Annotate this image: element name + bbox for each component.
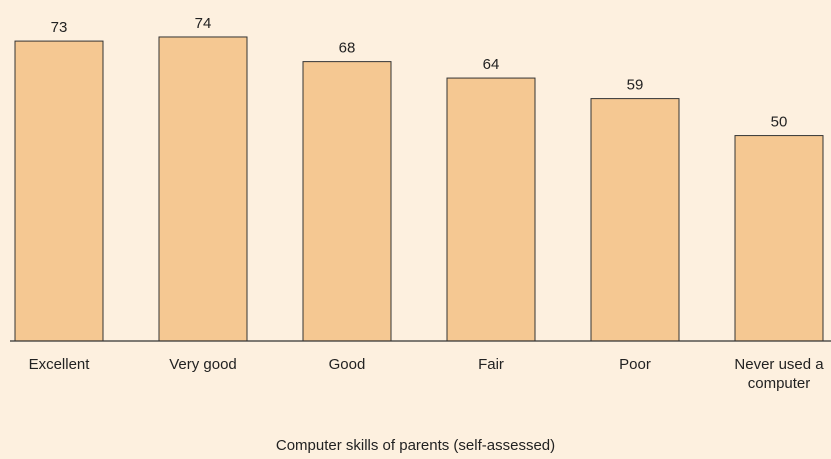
value-label: 50 (771, 114, 788, 131)
value-label: 68 (339, 40, 356, 57)
x-tick-label: Good (328, 356, 366, 373)
x-tick-label: Fair (478, 356, 504, 373)
bar (734, 135, 824, 342)
bar (14, 40, 104, 342)
x-tick-label: Excellent (28, 356, 90, 373)
bar (302, 61, 392, 342)
x-tick-label: Very good (169, 356, 237, 373)
bar (590, 98, 680, 342)
value-label: 73 (51, 19, 68, 36)
x-tick-label: Poor (619, 356, 651, 373)
bar (446, 77, 536, 342)
value-label: 74 (195, 15, 212, 32)
chart-title: Computer skills of parents (self-assesse… (275, 437, 556, 454)
x-tick-label: Never used a computer (734, 356, 824, 392)
bar (158, 36, 248, 342)
value-label: 59 (627, 77, 644, 94)
value-label: 64 (483, 56, 500, 73)
